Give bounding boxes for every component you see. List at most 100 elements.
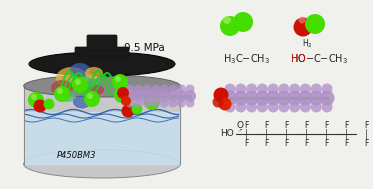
Text: F: F xyxy=(364,139,368,149)
Circle shape xyxy=(115,76,121,82)
Text: F: F xyxy=(324,121,328,129)
Circle shape xyxy=(141,90,153,102)
Circle shape xyxy=(168,84,177,94)
Circle shape xyxy=(150,90,162,102)
Circle shape xyxy=(184,90,196,102)
Circle shape xyxy=(117,87,129,99)
Circle shape xyxy=(305,14,325,34)
Circle shape xyxy=(257,84,268,94)
Text: 0.5 MPa: 0.5 MPa xyxy=(124,43,165,53)
Circle shape xyxy=(300,84,311,94)
Circle shape xyxy=(124,90,136,102)
Text: F: F xyxy=(244,121,248,129)
Circle shape xyxy=(287,91,302,105)
Text: F: F xyxy=(304,139,308,149)
Circle shape xyxy=(134,84,143,94)
Circle shape xyxy=(213,88,229,102)
Ellipse shape xyxy=(51,80,73,96)
Ellipse shape xyxy=(73,95,91,108)
Circle shape xyxy=(72,77,88,93)
Circle shape xyxy=(266,91,280,105)
Text: $\mathregular{H_2}$: $\mathregular{H_2}$ xyxy=(302,38,312,50)
Text: F: F xyxy=(284,139,288,149)
Circle shape xyxy=(267,84,279,94)
Circle shape xyxy=(117,89,123,95)
FancyBboxPatch shape xyxy=(87,35,117,51)
Circle shape xyxy=(31,94,37,100)
Circle shape xyxy=(54,86,70,102)
Circle shape xyxy=(289,101,300,112)
Text: HO: HO xyxy=(220,129,234,139)
Circle shape xyxy=(175,90,187,102)
Circle shape xyxy=(185,98,194,108)
Text: $\mathregular{HO{-}C{-}CH_3}$: $\mathregular{HO{-}C{-}CH_3}$ xyxy=(290,52,348,66)
Circle shape xyxy=(233,91,248,105)
Circle shape xyxy=(309,91,324,105)
Ellipse shape xyxy=(73,74,101,92)
Circle shape xyxy=(57,88,63,94)
Circle shape xyxy=(132,104,142,115)
Circle shape xyxy=(121,96,131,106)
Circle shape xyxy=(246,101,257,112)
Ellipse shape xyxy=(60,90,76,102)
Circle shape xyxy=(235,101,246,112)
Circle shape xyxy=(151,98,160,108)
Circle shape xyxy=(235,84,246,94)
Circle shape xyxy=(167,90,179,102)
Circle shape xyxy=(220,16,240,36)
Circle shape xyxy=(225,101,235,112)
Ellipse shape xyxy=(70,63,90,77)
Text: F: F xyxy=(284,121,288,129)
Circle shape xyxy=(132,90,145,102)
Circle shape xyxy=(320,91,335,105)
Ellipse shape xyxy=(85,67,103,79)
Text: $\mathregular{HO}$: $\mathregular{HO}$ xyxy=(290,52,307,64)
Circle shape xyxy=(125,84,135,94)
Text: F: F xyxy=(324,139,328,149)
Ellipse shape xyxy=(23,150,180,178)
Circle shape xyxy=(112,74,128,90)
Circle shape xyxy=(255,91,270,105)
Circle shape xyxy=(311,101,322,112)
Text: F: F xyxy=(372,139,373,149)
Circle shape xyxy=(246,84,257,94)
Circle shape xyxy=(122,105,135,118)
Circle shape xyxy=(168,98,177,108)
Circle shape xyxy=(142,84,152,94)
Circle shape xyxy=(322,101,332,112)
Circle shape xyxy=(177,98,186,108)
Circle shape xyxy=(213,97,223,108)
Circle shape xyxy=(151,84,160,94)
Polygon shape xyxy=(23,86,180,164)
Text: F: F xyxy=(372,121,373,129)
Circle shape xyxy=(257,101,268,112)
Ellipse shape xyxy=(90,85,104,95)
Circle shape xyxy=(160,84,169,94)
Circle shape xyxy=(298,16,305,23)
Circle shape xyxy=(233,12,253,32)
Circle shape xyxy=(244,91,259,105)
Text: F: F xyxy=(344,139,348,149)
Circle shape xyxy=(289,84,300,94)
Circle shape xyxy=(142,98,152,108)
Circle shape xyxy=(225,84,235,94)
Circle shape xyxy=(322,84,332,94)
Circle shape xyxy=(28,92,44,108)
Text: P450BM3: P450BM3 xyxy=(57,152,97,160)
Ellipse shape xyxy=(29,52,175,76)
Circle shape xyxy=(75,79,81,85)
Text: F: F xyxy=(344,121,348,129)
Circle shape xyxy=(114,87,130,103)
Circle shape xyxy=(267,101,279,112)
Circle shape xyxy=(84,91,100,107)
Ellipse shape xyxy=(23,75,180,97)
Text: F: F xyxy=(304,121,308,129)
Circle shape xyxy=(158,90,170,102)
Text: F: F xyxy=(264,139,268,149)
Text: F: F xyxy=(364,121,368,129)
Circle shape xyxy=(177,84,186,94)
Circle shape xyxy=(311,84,322,94)
Circle shape xyxy=(147,96,153,102)
Ellipse shape xyxy=(56,67,88,89)
Circle shape xyxy=(298,91,313,105)
